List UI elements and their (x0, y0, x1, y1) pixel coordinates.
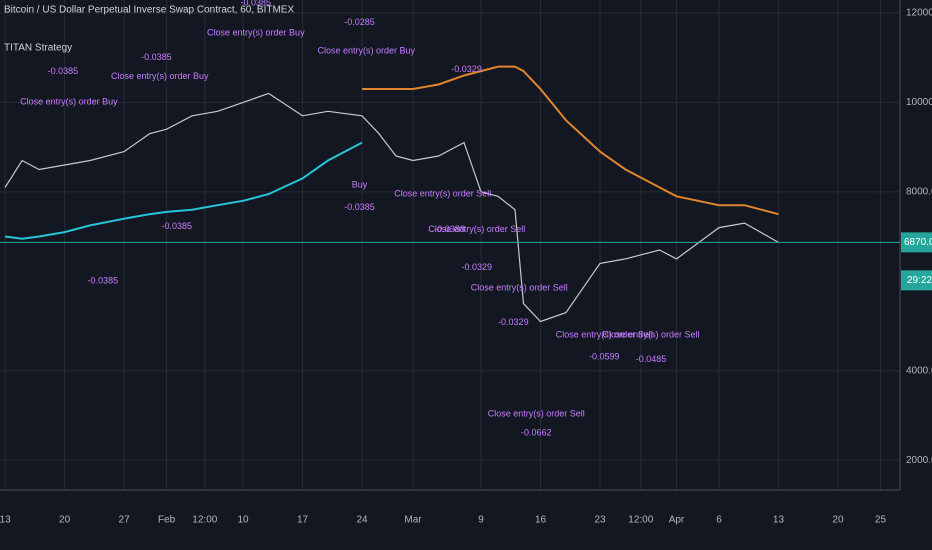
annotation: -0.0329 (451, 64, 482, 74)
y-tick-label: 12000.0 (906, 8, 932, 19)
annotation: Close entry(s) order Sell (488, 408, 585, 418)
annotation: Close entry(s) order Buy (111, 71, 209, 81)
annotation: -0.0385 (141, 52, 172, 62)
annotation: -0.0385 (88, 276, 119, 286)
annotation: Close entry(s) order Buy (20, 97, 118, 107)
annotation: Close entry(s) order Sell (428, 224, 525, 234)
annotation: -0.0385 (241, 0, 272, 7)
annotation: -0.0329 (498, 317, 529, 327)
x-tick-label: 24 (356, 515, 368, 526)
x-tick-label: 9 (478, 515, 484, 526)
plot (0, 65, 900, 323)
x-tick-label: Feb (158, 515, 176, 526)
grid (0, 0, 900, 490)
x-tick-label: Apr (669, 515, 685, 526)
annotation: -0.0285 (344, 17, 375, 27)
x-tick-label: 20 (832, 515, 844, 526)
y-tick-label: 8000.0 (906, 186, 932, 197)
annotation: -0.0385 (48, 66, 79, 76)
countdown-label: 29:22 (907, 275, 932, 286)
annotation: Close entry(s) order Buy (318, 45, 416, 55)
y-tick-label: 2000.0 (906, 455, 932, 466)
annotation: Close entry(s) order Sell (471, 282, 568, 292)
countdown-box (901, 270, 932, 291)
x-tick-label: 13 (0, 515, 11, 526)
series-line (4, 92, 779, 323)
x-tick-label: 25 (875, 515, 887, 526)
last-price-box (901, 232, 932, 253)
annotations: -0.0385 Close entry(s) order Buy -0.0285 Cl… (20, 0, 699, 438)
annotation: -0.0662 (521, 428, 552, 438)
annotation: Buy (352, 179, 368, 189)
x-tick-label: Mar (404, 515, 422, 526)
annotation: -0.0385 (162, 221, 193, 231)
axes: 2000.0 4000.0 8000.0 10000.0 12000.0 13 20 27 Fe… (0, 8, 932, 526)
annotation: Close entry(s) order Sell (556, 329, 653, 339)
annotation: -0.0599 (589, 352, 620, 362)
last-price-label: 6870.0 (904, 237, 932, 248)
y-tick-label: 10000.0 (906, 97, 932, 108)
x-tick-label: 23 (594, 515, 606, 526)
x-tick-label: 20 (59, 515, 71, 526)
x-tick-label: 12:00 (628, 515, 653, 526)
x-tick-label: 27 (119, 515, 131, 526)
annotation: Close entry(s) order Buy (207, 27, 305, 37)
annotation: -0.0388 (434, 224, 465, 234)
series-line (4, 141, 363, 240)
x-tick-label: 6 (716, 515, 722, 526)
annotation: Close entry(s) order Sell (602, 329, 699, 339)
x-tick-label: 17 (297, 515, 309, 526)
x-tick-label: 12:00 (192, 515, 217, 526)
annotation: -0.0329 (462, 262, 493, 272)
annotation: -0.0485 (636, 354, 667, 364)
x-tick-label: 13 (773, 515, 785, 526)
x-tick-label: 10 (237, 515, 249, 526)
annotation: -0.0385 (344, 202, 375, 212)
chart-subtitle: TITAN Strategy (4, 43, 72, 54)
chart-title: Bitcoin / US Dollar Perpetual Inverse Sw… (4, 5, 294, 16)
x-tick-label: 16 (535, 515, 547, 526)
y-tick-label: 4000.0 (906, 365, 932, 376)
series-line (362, 65, 779, 216)
annotation: Close entry(s) order Sell (394, 188, 491, 198)
